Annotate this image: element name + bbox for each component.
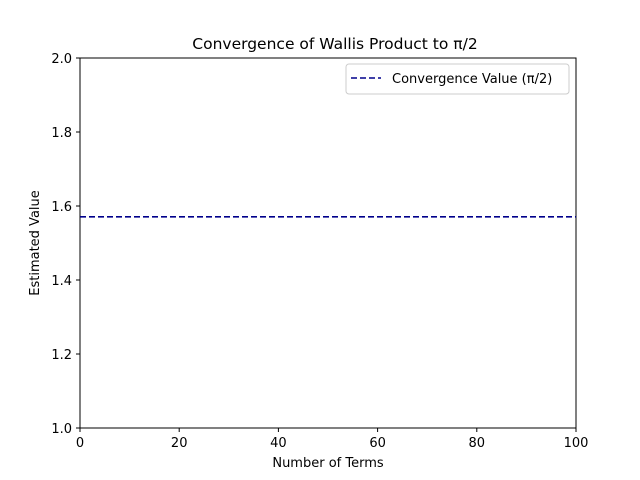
x-tick-label: 100 [564, 436, 589, 451]
y-tick-label: 1.4 [51, 274, 72, 289]
x-tick-label: 60 [369, 436, 386, 451]
legend-frame [345, 63, 570, 95]
plot-area-frame [79, 57, 577, 429]
y-tick-label: 1.8 [51, 126, 72, 141]
x-tick-label: 40 [270, 436, 287, 451]
legend-label-convergence-value: Convergence Value (π/2) [392, 72, 552, 87]
y-tick-label: 1.2 [51, 348, 72, 363]
y-axis-label: Estimated Value [28, 190, 43, 296]
x-tick-label: 80 [469, 436, 486, 451]
y-tick-label: 1.0 [51, 422, 72, 437]
x-tick-label: 20 [171, 436, 188, 451]
y-tick-label: 1.6 [51, 200, 72, 215]
y-tick-label: 2.0 [51, 52, 72, 67]
chart-title: Convergence of Wallis Product to π/2 [192, 35, 477, 53]
y-axis-ticks: 1.0 1.2 1.4 1.6 1.8 2.0 [51, 52, 80, 437]
x-axis-label: Number of Terms [272, 456, 384, 471]
x-tick-label: 0 [76, 436, 84, 451]
x-axis-ticks: 0 20 40 60 80 100 [76, 428, 589, 451]
legend: Convergence Value (π/2) [345, 63, 570, 95]
